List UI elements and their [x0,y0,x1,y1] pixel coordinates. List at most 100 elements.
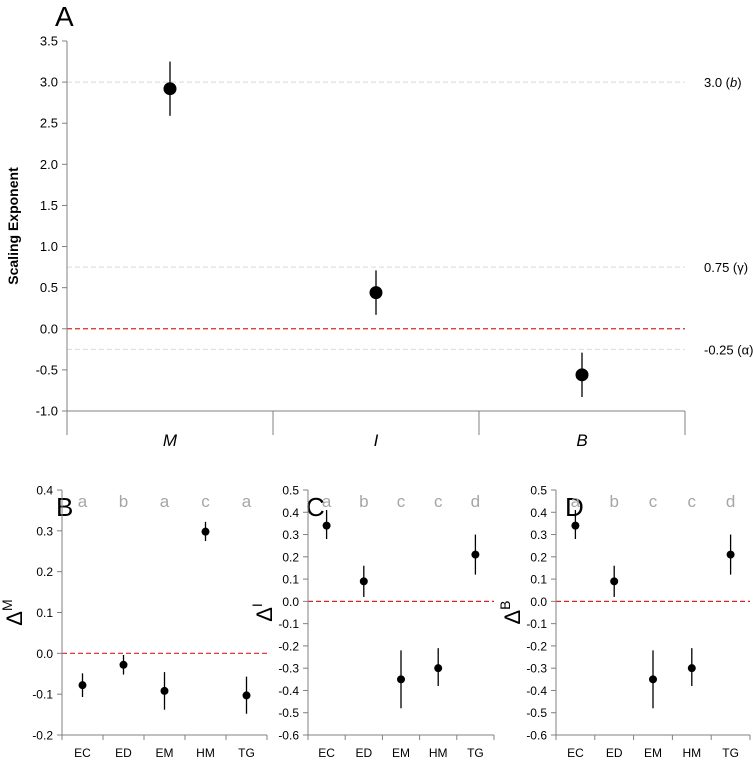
data-point [434,664,443,673]
y-tick-label: 3.0 [40,75,58,90]
data-point [119,660,128,669]
y-tick-label: 0.3 [282,528,299,542]
y-tick-label: 0.2 [282,550,299,564]
y-tick-label: 0.4 [530,506,547,520]
x-category-label: HM [429,746,448,760]
data-point [471,550,480,559]
y-tick-label: 0.0 [530,595,547,609]
panel-d: D -0.6 -0.5 -0.4 -0.3 -0.2 -0.1 0.0 0.1 0.2 0.3 0.4… [497,484,751,760]
y-tick-label: -0.3 [526,662,547,676]
y-tick-label: 1.5 [40,198,58,213]
y-axis-label: ΔM [0,599,27,625]
y-tick-label: 1.0 [40,239,58,254]
x-category-label: EC [318,746,335,760]
group-letter: a [160,492,170,511]
y-tick-label: -0.1 [278,617,299,631]
x-category-label: EC [74,746,91,760]
reference-label-text: -0.25 (α) [704,342,753,357]
data-point [571,521,580,530]
y-axis-label-superscript: I [249,603,265,607]
data-point [359,577,368,586]
x-category-label: HM [682,746,701,760]
panel-letter: C [306,492,325,522]
reference-line-label: -0.25 (α) [704,342,753,357]
group-letter: d [726,492,735,511]
y-axis-label-delta: Δ [2,611,27,626]
x-category-label: EM [392,746,410,760]
data-point [575,368,589,382]
group-letter: c [397,492,406,511]
data-point [369,286,383,300]
group-letter: c [649,492,658,511]
x-category-label: HM [196,746,215,760]
reference-label-close: ) [737,75,741,90]
group-letter: b [119,492,128,511]
y-tick-label: 0.0 [36,647,53,661]
group-letter: a [78,492,88,511]
group-letter: b [609,492,618,511]
x-category-label: I [374,431,379,450]
y-axis-label-delta: Δ [500,610,525,625]
y-tick-label: -0.2 [278,639,299,653]
group-letter: d [471,492,480,511]
y-tick-label: 3.5 [40,34,58,49]
y-axis-label-delta: Δ [252,607,277,622]
reference-label-text: 3.0 ( [704,75,731,90]
group-letter: c [201,492,210,511]
y-tick-label: -0.2 [32,729,53,743]
y-tick-label: 0.2 [36,565,53,579]
y-tick-label: -0.5 [36,362,58,377]
group-letter: a [322,492,332,511]
x-category-label: ED [606,746,623,760]
group-letter: c [434,492,443,511]
data-point [649,675,657,684]
y-tick-label: -0.6 [278,729,299,743]
y-tick-label: 0.1 [36,606,53,620]
panel-a: A 3.0 (b) 0.75 (γ) -0.25 (α) -1.0 -0.5 0.0 0.5 1… [5,1,753,450]
y-tick-label: 0.0 [282,595,299,609]
y-tick-label: -0.5 [526,706,547,720]
y-tick-label: 0.2 [530,550,547,564]
y-tick-label: -0.1 [32,688,53,702]
y-tick-label: -0.6 [526,729,547,743]
x-category-label: EC [567,746,584,760]
y-axis-label-superscript: M [0,599,15,611]
y-tick-label: 0.4 [36,484,53,498]
y-tick-label: 0.1 [530,573,547,587]
y-tick-label: 0.3 [36,524,53,538]
y-tick-label: 2.5 [40,116,58,131]
y-tick-label: -1.0 [36,404,58,419]
y-tick-label: -0.4 [526,684,547,698]
y-tick-label: 0.5 [40,280,58,295]
y-tick-label: 0.4 [282,506,299,520]
data-point [397,675,405,684]
data-point [322,521,331,530]
y-tick-label: -0.5 [278,706,299,720]
x-category-label: ED [115,746,132,760]
data-point [242,691,251,700]
reference-line-label: 3.0 (b) [704,75,742,90]
data-point [163,82,177,96]
group-letter: b [359,492,368,511]
y-tick-label: -0.2 [526,639,547,653]
y-axis-label: Scaling Exponent [5,167,21,285]
data-point [687,664,696,673]
data-point [78,681,87,690]
y-tick-label: 0.5 [282,484,299,498]
data-point [610,577,619,586]
y-tick-label: 0.5 [530,484,547,498]
panel-letter: D [565,492,584,522]
data-point [160,686,169,695]
y-tick-label: 0.0 [40,321,58,336]
x-category-label: TG [467,746,484,760]
x-category-label: M [163,431,178,450]
group-letter: a [571,492,581,511]
data-point [726,550,735,559]
group-letter: c [688,492,697,511]
y-axis-label: ΔB [497,600,525,624]
x-category-label: TG [722,746,739,760]
y-tick-label: 0.3 [530,528,547,542]
y-tick-label: -0.3 [278,662,299,676]
